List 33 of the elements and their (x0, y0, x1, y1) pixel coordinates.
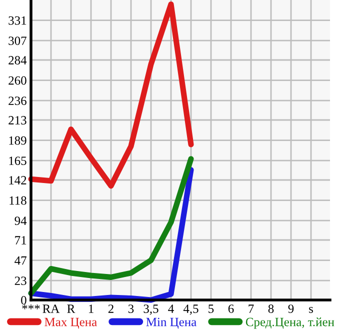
legend-label: Max Цена (44, 318, 97, 329)
x-tick-label: 4 (168, 304, 174, 313)
y-tick-label: 331 (8, 16, 26, 25)
y-tick-label: 165 (9, 156, 26, 166)
y-tick-label: 260 (8, 76, 26, 85)
legend-label: Сред.Цена, т.йен (246, 318, 334, 329)
x-tick-label: s (309, 306, 313, 313)
y-tick-label: 189 (9, 136, 26, 145)
x-tick-label: 9 (288, 304, 294, 313)
y-tick-label: 23 (14, 276, 26, 286)
y-tick-label: 142 (9, 176, 26, 184)
y-tick-label: 307 (8, 36, 26, 46)
x-tick-label: 3,5 (144, 304, 158, 315)
x-tick-label: R (67, 304, 76, 313)
x-tick-label: RA (42, 304, 60, 313)
x-tick-label: 8 (268, 304, 274, 313)
x-tick-label: 5 (208, 304, 214, 313)
y-tick-label: 213 (8, 116, 26, 124)
x-tick-label: 1 (88, 304, 94, 313)
x-tick-label: 6 (228, 304, 234, 313)
y-tick-label: 94 (14, 216, 27, 226)
y-tick-label: 0 (21, 296, 26, 304)
x-tick-label: 7 (248, 304, 254, 313)
y-tick-label: 47 (14, 256, 26, 265)
y-tick-label: 71 (15, 236, 26, 244)
x-tick-label: 3 (128, 304, 134, 313)
x-tick-label: 4,5 (183, 304, 198, 315)
x-tick-label: *** (22, 304, 40, 310)
y-tick-label: 284 (8, 56, 27, 64)
legend-label: Min Цена (146, 318, 196, 329)
x-tick-label: 2 (108, 304, 114, 313)
y-tick-label: 118 (10, 196, 26, 205)
y-tick-label: 236 (8, 96, 26, 106)
